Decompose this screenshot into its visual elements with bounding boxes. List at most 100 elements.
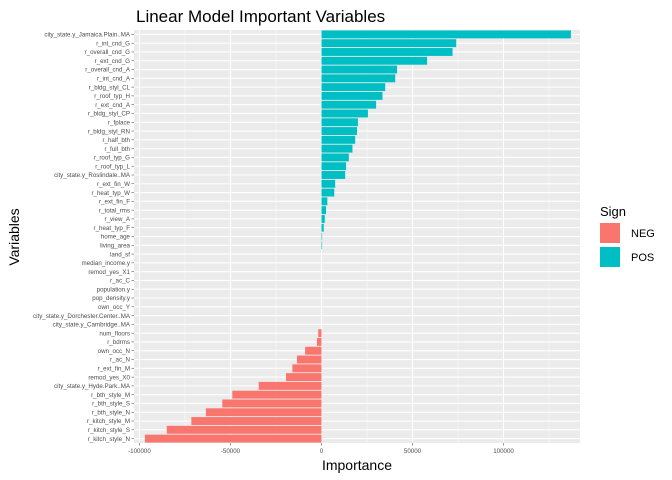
bar	[321, 118, 358, 127]
y-tick-label: r_view_A	[105, 216, 131, 223]
bar	[166, 425, 322, 434]
bar	[321, 144, 353, 153]
bar	[321, 39, 457, 48]
bar	[321, 109, 368, 118]
y-tick-label: r_ext_cnd_A	[95, 102, 131, 109]
y-tick-label: remod_yes_X1	[88, 269, 130, 276]
legend-label-pos: POS	[631, 252, 654, 264]
y-tick-label: r_half_bth	[102, 137, 130, 144]
bar	[232, 390, 322, 399]
y-tick-label: r_ext_cnd_G	[95, 58, 131, 65]
y-tick-label: r_bldg_styl_RN	[88, 128, 130, 135]
y-tick-label: r_ext_fin_F	[99, 199, 130, 206]
y-tick-label: r_roof_typ_L	[95, 163, 130, 170]
y-tick-label: city_state.y_Hyde.Park..MA	[54, 383, 131, 390]
y-tick-label: r_bdrms	[107, 339, 130, 346]
y-axis-title: Variables	[6, 208, 22, 265]
y-tick-label: r_ac_N	[110, 357, 130, 364]
bar	[316, 337, 322, 346]
y-tick-label: own_occ_Y	[98, 304, 130, 311]
y-tick-label: home_age	[101, 234, 131, 241]
bar	[321, 206, 327, 215]
y-tick-label: r_heat_typ_W	[91, 190, 130, 197]
bar	[321, 100, 377, 109]
y-tick-label: r_fplace	[108, 119, 131, 126]
bar	[321, 65, 398, 74]
bar	[286, 373, 322, 382]
y-tick-label: r_int_cnd_G	[96, 40, 130, 47]
bar	[321, 127, 357, 136]
x-tick-label: 100000	[493, 448, 514, 455]
y-tick-label: r_kitch_style_N	[88, 436, 130, 443]
y-tick-label: r_ext_fin_W	[97, 181, 130, 188]
y-tick-label: city_state.y_Dorchester.Center..MA	[33, 313, 131, 320]
y-tick-label: r_bldg_styl_CP	[88, 111, 130, 118]
bar	[258, 381, 322, 390]
y-tick-label: r_ext_fin_M	[98, 366, 130, 373]
bar	[321, 241, 323, 250]
bar	[321, 56, 428, 65]
bar	[321, 179, 336, 188]
x-tick-labels: -100000 -50000 0 50000 100000	[128, 443, 514, 455]
bar	[321, 83, 386, 92]
y-tick-label: city_state.y_Cambridge..MA	[53, 322, 131, 329]
legend-key-neg	[600, 223, 620, 243]
bar	[321, 162, 347, 171]
y-tick-label: r_overall_cnd_A	[85, 67, 131, 74]
legend-label-neg: NEG	[631, 228, 655, 240]
bar	[321, 223, 324, 232]
y-tick-label: r_roof_typ_G	[94, 155, 130, 162]
y-tick-label: city_state.y_Jamaica.Plain..MA	[44, 32, 131, 39]
bar	[321, 74, 396, 83]
y-tick-label: land_sf	[110, 251, 130, 258]
legend-key-pos	[600, 247, 620, 267]
bars	[144, 30, 571, 443]
bar	[222, 399, 322, 408]
bar	[305, 346, 322, 355]
bar	[321, 188, 335, 197]
y-tick-label: r_bth_style_S	[92, 401, 130, 408]
x-tick-label: 50000	[404, 448, 422, 455]
bar	[321, 171, 346, 179]
y-tick-label: own_occ_N	[98, 348, 130, 355]
bar	[321, 153, 349, 162]
bar	[321, 214, 325, 223]
bar	[144, 434, 322, 443]
bar	[205, 408, 322, 417]
y-tick-label: city_state.y_Roslindale..MA	[54, 172, 131, 179]
x-tick-label: -100000	[128, 448, 151, 455]
y-tick-label: pop_density.y	[92, 295, 131, 302]
y-tick-label: r_kitch_style_S	[88, 427, 130, 434]
bar	[296, 355, 322, 364]
bar	[321, 30, 571, 39]
bar	[292, 364, 322, 373]
y-tick-labels: city_state.y_Jamaica.Plain..MAr_int_cnd_…	[33, 32, 134, 443]
y-tick-label: living_area	[100, 242, 130, 249]
legend: Sign NEG POS	[600, 204, 655, 267]
y-tick-label: r_overall_cnd_G	[85, 49, 131, 56]
y-tick-label: r_roof_typ_H	[94, 93, 130, 100]
legend-title: Sign	[600, 204, 626, 219]
bar	[321, 48, 453, 56]
bar	[321, 197, 328, 206]
y-tick-label: num_floors	[99, 330, 130, 337]
y-tick-label: median_income.y	[82, 260, 131, 267]
y-tick-label: population.y	[97, 286, 131, 293]
y-tick-label: r_full_bth	[105, 146, 131, 153]
bar	[321, 91, 383, 100]
y-tick-label: r_ac_C	[110, 278, 130, 285]
bar	[191, 417, 322, 425]
y-tick-label: r_bth_style_M	[91, 392, 130, 399]
bar	[321, 232, 323, 241]
y-tick-label: r_bth_style_N	[92, 409, 130, 416]
y-tick-label: remod_yes_X0	[88, 374, 130, 381]
y-tick-label: r_total_rms	[99, 207, 130, 214]
y-tick-label: r_bldg_styl_CL	[89, 84, 131, 91]
x-axis-title: Importance	[322, 457, 392, 473]
bar	[321, 135, 356, 144]
chart-title: Linear Model Important Variables	[136, 7, 385, 26]
x-tick-label: -50000	[221, 448, 241, 455]
x-tick-label: 0	[320, 448, 324, 455]
y-tick-label: r_int_cnd_A	[97, 76, 131, 83]
